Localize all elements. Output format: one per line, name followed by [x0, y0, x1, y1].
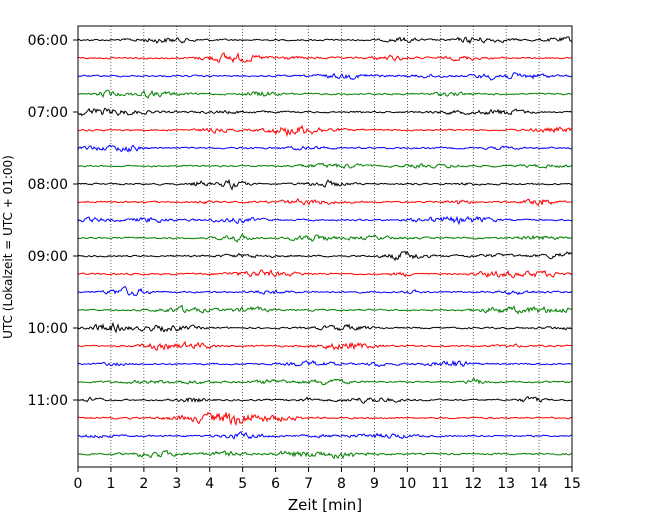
x-tick-label: 9	[370, 476, 379, 492]
x-tick-label: 3	[172, 476, 181, 492]
seismic-traces	[77, 36, 573, 460]
x-tick-label: 7	[304, 476, 313, 492]
y-tick-label: 10:00	[28, 321, 68, 337]
y-tick-label: 08:00	[28, 177, 68, 193]
trace-0630	[77, 72, 573, 81]
x-tick-label: 13	[497, 476, 515, 492]
trace-1045	[77, 377, 573, 386]
trace-1000	[77, 321, 573, 334]
trace-1100	[77, 396, 573, 404]
x-tick-label: 12	[464, 476, 482, 492]
x-tick-label: 2	[139, 476, 148, 492]
y-tick-label: 11:00	[28, 393, 68, 409]
trace-0745	[77, 162, 573, 170]
y-axis-ticks: 06:00 07:00 08:00 09:00 10:00 11:00	[28, 33, 78, 409]
trace-0930	[77, 285, 573, 297]
x-tick-label: 0	[74, 476, 83, 492]
x-tick-label: 15	[563, 476, 581, 492]
trace-0615	[77, 52, 573, 64]
trace-0845	[77, 233, 573, 243]
trace-0830	[77, 215, 573, 226]
trace-0730	[77, 144, 573, 153]
x-tick-label: 6	[271, 476, 280, 492]
x-axis-ticks: 0 1 2 3 4 5 6 7 8 9 10 11 12 13 14 15	[74, 467, 581, 492]
x-tick-label: 1	[106, 476, 115, 492]
trace-0715	[77, 124, 573, 138]
x-tick-label: 14	[530, 476, 548, 492]
trace-1145	[77, 449, 573, 460]
trace-1115	[77, 411, 573, 427]
plot-frame	[77, 25, 573, 468]
trace-0700	[77, 107, 573, 117]
trace-1130	[77, 431, 573, 440]
trace-1030	[77, 359, 573, 368]
y-tick-label: 07:00	[28, 105, 68, 121]
trace-0900	[77, 250, 573, 262]
trace-0945	[77, 304, 573, 315]
x-tick-label: 11	[431, 476, 449, 492]
x-tick-label: 8	[337, 476, 346, 492]
y-tick-label: 06:00	[28, 33, 68, 49]
trace-0915	[77, 269, 573, 279]
x-tick-label: 4	[205, 476, 214, 492]
trace-1015	[77, 340, 573, 351]
trace-0600	[77, 36, 573, 45]
x-tick-label: 10	[398, 476, 416, 492]
y-tick-label: 09:00	[28, 249, 68, 265]
grid-lines	[110, 26, 540, 467]
x-tick-label: 5	[238, 476, 247, 492]
y-axis-label: UTC (Lokalzeit = UTC + 01:00)	[1, 155, 15, 339]
trace-0645	[77, 89, 573, 99]
trace-0800	[77, 178, 573, 191]
trace-0815	[77, 198, 573, 207]
x-axis-label: Zeit [min]	[288, 496, 362, 514]
